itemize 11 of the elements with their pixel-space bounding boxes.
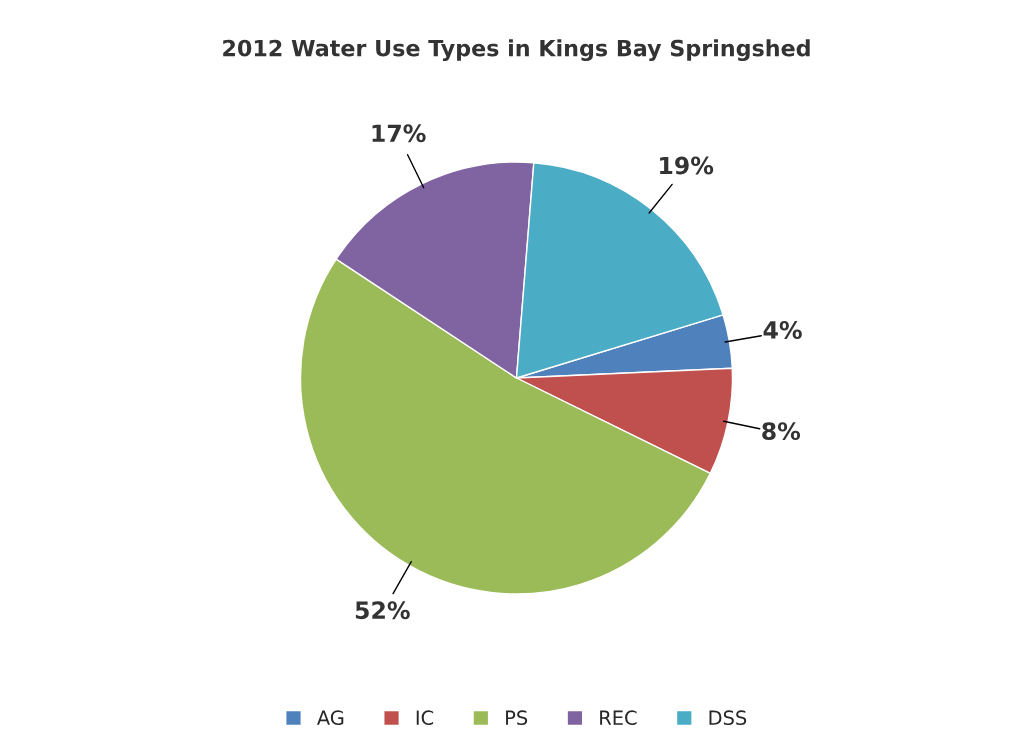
data-label: 19%: [660, 156, 714, 175]
data-label: 8%: [762, 422, 801, 441]
data-label: 52%: [355, 601, 410, 620]
data-label: 4%: [763, 321, 802, 339]
data-label: 17%: [372, 124, 426, 143]
legend-label: REC: [600, 710, 637, 726]
legend-label: DSS: [709, 710, 747, 726]
chart-title: 2012 Water Use Types in Kings Bay Springshed: [223, 39, 810, 61]
legend-label: PS: [506, 710, 528, 726]
legend-label: AG: [316, 710, 344, 726]
legend-label: IC: [416, 710, 434, 726]
